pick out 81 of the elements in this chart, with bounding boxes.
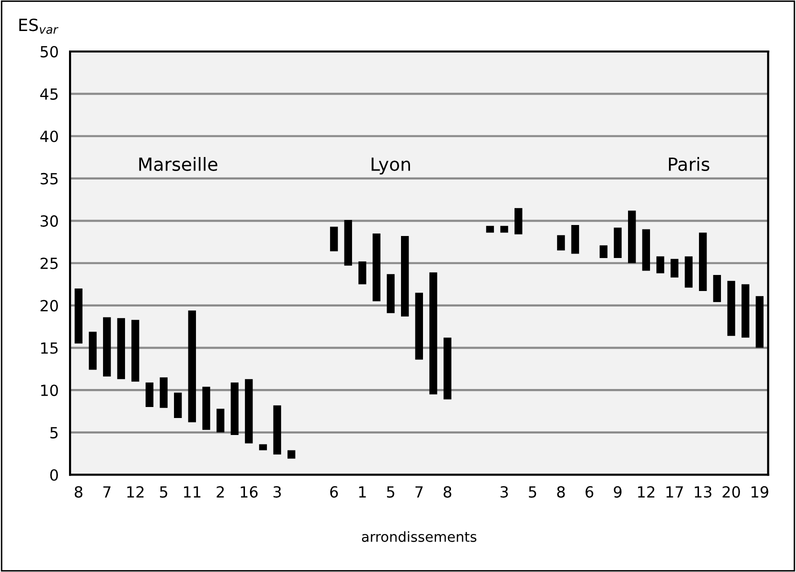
x-tick-label: 8 <box>557 486 565 498</box>
x-tick-label: 6 <box>330 486 338 498</box>
bar <box>628 210 636 264</box>
y-tick-label: 25 <box>40 258 58 270</box>
bar <box>684 256 693 288</box>
bar <box>500 226 508 233</box>
bar <box>230 382 239 435</box>
bar <box>160 377 168 408</box>
bar <box>146 382 154 408</box>
bar <box>244 379 253 444</box>
bar <box>557 235 565 250</box>
bar <box>103 317 111 377</box>
bar <box>742 284 750 338</box>
x-tick-label: 3 <box>274 486 281 498</box>
bar <box>131 320 140 382</box>
bar <box>330 226 338 252</box>
y-tick-label: 10 <box>41 384 58 396</box>
x-tick-label: 5 <box>528 486 536 498</box>
annotation: Paris <box>668 157 710 172</box>
bar <box>670 258 678 278</box>
x-tick-label: 12 <box>127 486 144 498</box>
x-tick-label: 13 <box>694 486 712 498</box>
y-tick-label: 30 <box>40 215 58 227</box>
x-axis-title: arrondissements <box>362 531 476 542</box>
x-tick-label: 19 <box>752 486 768 498</box>
bar <box>74 288 82 344</box>
y-axis-title: ES$_{var}$ <box>19 18 58 34</box>
x-tick-label: 8 <box>74 486 82 498</box>
bar <box>259 444 267 450</box>
x-tick-label: 17 <box>666 486 683 498</box>
y-tick-label: 0 <box>50 469 58 481</box>
annotation: Lyon <box>372 158 410 175</box>
bar <box>600 245 608 258</box>
y-tick-label: 5 <box>50 427 58 438</box>
x-tick-label: 8 <box>444 486 452 498</box>
bar <box>429 272 438 394</box>
bar <box>216 408 224 432</box>
bar <box>372 233 380 302</box>
bar <box>514 208 522 234</box>
bar <box>174 392 182 418</box>
x-tick-label: 9 <box>614 486 622 498</box>
bar <box>188 310 196 422</box>
x-tick-label: 6 <box>586 486 594 498</box>
y-tick-label: 50 <box>40 46 58 58</box>
bar <box>117 318 126 380</box>
y-tick-label: 40 <box>40 130 58 142</box>
x-tick-label: 5 <box>387 486 394 498</box>
bar <box>614 228 622 258</box>
bar <box>88 332 97 370</box>
bar <box>415 292 423 360</box>
x-tick-label: 11 <box>184 486 200 498</box>
bar <box>202 386 210 430</box>
bar <box>344 220 352 266</box>
bar <box>358 261 366 284</box>
bar <box>287 450 296 459</box>
y-tick-label: 20 <box>40 300 58 312</box>
bar <box>727 280 736 336</box>
bar <box>571 225 580 254</box>
x-tick-label: 16 <box>240 486 258 498</box>
x-tick-label: 20 <box>722 486 740 498</box>
x-tick-label: 7 <box>415 486 423 498</box>
x-tick-label: 1 <box>359 486 366 498</box>
bar <box>273 405 282 454</box>
x-tick-label: 3 <box>500 486 508 498</box>
x-tick-label: 2 <box>216 486 224 498</box>
bar <box>486 226 494 233</box>
bar <box>756 296 764 348</box>
bar <box>642 229 650 271</box>
x-tick-label: 5 <box>160 486 168 498</box>
x-tick-label: 7 <box>103 486 110 498</box>
x-tick-label: 12 <box>638 486 654 498</box>
bar <box>713 274 721 302</box>
bar <box>444 338 452 400</box>
y-tick-label: 35 <box>40 172 58 184</box>
y-tick-label: 15 <box>41 342 58 354</box>
annotation: Marseille <box>139 157 218 172</box>
bar <box>698 232 707 292</box>
bar <box>386 274 395 314</box>
bar <box>401 236 409 316</box>
bar <box>656 256 664 274</box>
y-tick-label: 45 <box>40 88 58 100</box>
